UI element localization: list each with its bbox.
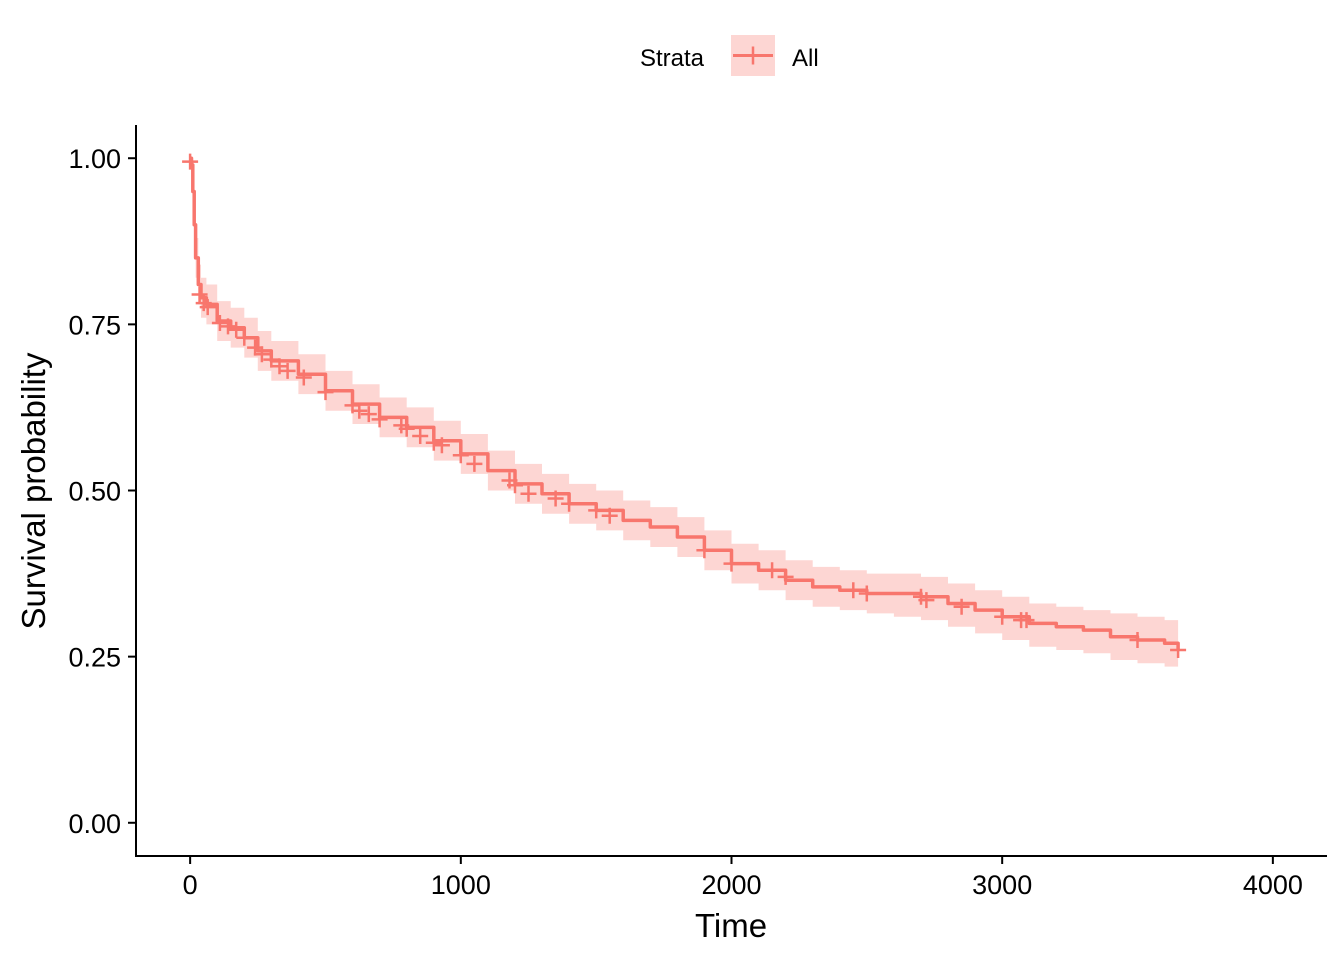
y-tick-label: 0.25	[68, 643, 121, 673]
y-tick-label: 0.50	[68, 477, 121, 507]
legend-entry-all: All	[792, 45, 819, 72]
x-tick-label: 4000	[1243, 870, 1303, 900]
x-tick-label: 1000	[431, 870, 491, 900]
y-tick-label: 0.75	[68, 310, 121, 340]
x-tick-label: 2000	[701, 870, 761, 900]
x-axis-title: Time	[695, 907, 767, 944]
x-tick-label: 0	[183, 870, 198, 900]
x-tick-label: 3000	[972, 870, 1032, 900]
legend-title: Strata	[640, 45, 705, 72]
y-tick-label: 0.00	[68, 809, 121, 839]
y-axis-title: Survival probability	[15, 352, 52, 629]
y-tick-label: 1.00	[68, 144, 121, 174]
